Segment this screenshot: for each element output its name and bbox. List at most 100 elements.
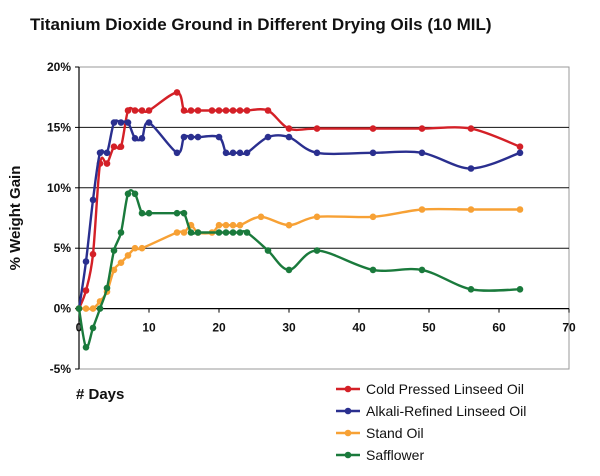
x-tick-label: 0: [76, 321, 83, 335]
data-point: [138, 135, 146, 142]
data-point: [89, 196, 97, 204]
data-point: [264, 133, 272, 141]
data-point: [418, 266, 426, 274]
data-point: [89, 250, 97, 258]
data-point: [131, 190, 139, 198]
data-point: [131, 244, 139, 252]
data-point: [229, 107, 237, 114]
data-point: [222, 107, 230, 114]
x-tick-label: 10: [142, 321, 156, 335]
data-point: [369, 266, 377, 274]
data-point: [222, 149, 230, 157]
data-point: [138, 107, 146, 114]
legend-label: Cold Pressed Linseed Oil: [366, 381, 524, 397]
data-point: [180, 107, 188, 114]
data-point: [236, 221, 244, 229]
data-point: [173, 209, 181, 217]
legend-swatch-marker: [344, 451, 352, 459]
data-point: [215, 133, 223, 141]
data-point: [222, 221, 230, 229]
data-point: [243, 229, 251, 236]
data-point: [180, 133, 188, 141]
data-point: [285, 125, 293, 132]
data-point: [418, 125, 426, 132]
legend-item: Safflower: [336, 447, 424, 463]
data-point: [313, 149, 321, 157]
data-point: [145, 209, 153, 217]
data-point: [194, 229, 202, 236]
data-point: [215, 229, 223, 236]
series-1: [75, 89, 524, 312]
y-tick-label: 5%: [54, 241, 72, 255]
data-point: [180, 229, 188, 236]
data-point: [173, 229, 181, 236]
data-point: [138, 209, 146, 217]
data-point: [173, 89, 181, 96]
data-point: [138, 244, 146, 252]
y-axis-label: % Weight Gain: [7, 166, 24, 271]
data-point: [145, 107, 153, 114]
legend-item: Stand Oil: [336, 425, 424, 441]
data-point: [257, 213, 265, 221]
data-point: [418, 149, 426, 157]
data-point: [110, 266, 118, 274]
data-point: [215, 107, 223, 114]
data-point: [313, 125, 321, 132]
data-point: [467, 206, 475, 213]
y-tick-label: 15%: [47, 120, 71, 134]
y-tick-label: 20%: [47, 60, 71, 74]
data-point: [124, 190, 132, 198]
data-point: [369, 149, 377, 157]
data-point: [82, 344, 90, 351]
y-tick-label: 10%: [47, 181, 71, 195]
data-point: [187, 107, 195, 114]
data-point: [516, 143, 524, 150]
data-point: [264, 107, 272, 114]
data-point: [124, 252, 132, 259]
data-point: [236, 107, 244, 114]
data-point: [103, 160, 111, 167]
data-point: [243, 107, 251, 114]
data-point: [117, 119, 125, 126]
data-point: [229, 149, 237, 157]
data-point: [313, 247, 321, 254]
data-point: [418, 206, 426, 213]
data-point: [236, 229, 244, 236]
data-point: [187, 229, 195, 236]
data-point: [467, 125, 475, 132]
data-point: [180, 209, 188, 217]
data-point: [173, 149, 181, 157]
legend-label: Stand Oil: [366, 425, 424, 441]
data-point: [131, 135, 139, 142]
x-tick-label: 70: [562, 321, 576, 335]
data-point: [117, 259, 125, 267]
data-point: [131, 107, 139, 114]
data-point: [516, 149, 524, 157]
data-point: [124, 107, 132, 114]
x-tick-label: 60: [492, 321, 506, 335]
series-3: [75, 206, 524, 312]
chart-title: Titanium Dioxide Ground in Different Dry…: [30, 15, 492, 34]
data-point: [516, 206, 524, 213]
data-point: [215, 221, 223, 229]
legend-item: Alkali-Refined Linseed Oil: [336, 403, 526, 419]
legend-swatch-marker: [344, 385, 352, 393]
data-point: [110, 143, 118, 150]
data-point: [369, 213, 377, 221]
data-point: [467, 165, 475, 172]
data-point: [96, 305, 104, 312]
data-point: [124, 119, 132, 126]
data-point: [82, 258, 90, 265]
x-axis-label: # Days: [76, 386, 124, 403]
data-point: [89, 305, 97, 312]
x-tick-label: 50: [422, 321, 436, 335]
series-2: [75, 119, 524, 312]
y-tick-label: -5%: [50, 362, 72, 376]
legend-label: Safflower: [366, 447, 424, 463]
data-point: [222, 229, 230, 236]
data-point: [75, 305, 83, 312]
data-point: [117, 229, 125, 236]
data-point: [313, 213, 321, 221]
y-tick-labels: -5% 0% 5% 10% 15% 20%: [47, 60, 79, 376]
x-tick-label: 40: [352, 321, 366, 335]
